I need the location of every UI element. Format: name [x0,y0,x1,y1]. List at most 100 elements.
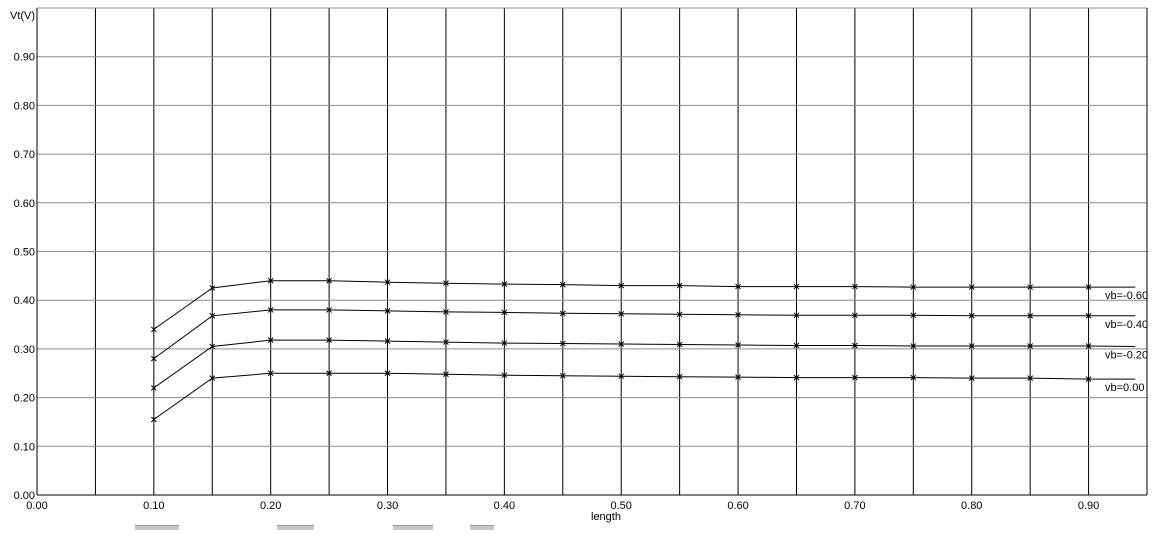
series-line [153,339,1136,389]
series-line [153,280,1136,330]
labels-group: vb=-0.60 vb=-0.40 vb=-0.20 vb=0.00 [1105,290,1148,394]
data-point-marker [501,309,508,316]
data-point-marker [209,375,216,381]
data-point-marker [968,284,975,290]
data-point-marker [559,281,566,288]
data-point-marker [326,370,332,377]
series-label: vb=-0.60 [1105,290,1148,302]
data-point-marker [384,370,391,377]
data-point-marker [793,283,800,290]
data-point-marker [968,312,975,319]
data-point-marker [676,311,683,318]
data-point-marker [968,343,975,349]
data-point-marker [910,284,917,290]
data-point-marker [735,342,741,348]
data-point-marker [267,370,274,377]
data-point-marker [618,310,625,317]
data-point-marker [1085,343,1092,349]
data-point-marker [267,277,274,284]
data-point-marker [384,279,391,286]
data-point-marker [618,341,625,347]
data-point-marker [384,338,391,344]
scroll-segment[interactable] [393,525,433,530]
x-axis-label: length [591,511,621,523]
data-point-marker [1027,312,1034,319]
scroll-segment[interactable] [470,525,494,530]
data-point-marker [150,385,157,391]
x-tick-label: 0.30 [377,500,398,512]
y-tick-label: 0.40 [14,295,35,307]
scroll-segment[interactable] [277,525,314,530]
data-point-marker [676,373,683,380]
data-point-marker [150,355,157,362]
series-group [150,277,1136,423]
data-point-marker [209,312,216,319]
scroll-segment[interactable] [135,525,179,530]
x-tick-label: 0.20 [260,500,281,512]
x-tick-label: 0.10 [143,500,164,512]
y-axis-label: Vt(V) [10,10,35,22]
data-point-marker [267,337,274,343]
bottom-scroll-strip [0,523,1157,530]
series-label: vb=0.00 [1105,382,1144,394]
series-line [153,372,1136,420]
y-tick-label: 0.60 [14,198,35,210]
data-point-marker [559,372,566,379]
data-point-marker [1027,284,1034,290]
data-point-marker [326,307,332,313]
data-point-marker [267,307,274,313]
data-point-marker [1027,375,1034,381]
data-point-marker [559,340,566,347]
y-tick-label: 0.80 [14,100,35,112]
data-point-marker [735,311,741,318]
y-tick-label: 0.90 [14,52,35,64]
data-point-marker [501,372,508,379]
data-point-marker [852,342,858,349]
data-point-marker [910,343,917,349]
series-label: vb=-0.20 [1105,349,1148,361]
series-line [153,309,1136,360]
data-point-marker [910,374,917,381]
data-point-marker [209,343,216,350]
data-point-marker [501,340,508,346]
data-point-marker [793,312,800,319]
data-point-marker [793,374,800,381]
data-point-marker [618,282,625,289]
data-point-marker [150,416,157,423]
data-point-marker [501,281,508,287]
x-tick-label: 0.90 [1078,500,1099,512]
x-tick-label: 0.40 [494,500,515,512]
data-point-marker [326,337,332,343]
x-tick-label: 0.60 [727,500,748,512]
y-tick-label: 0.50 [14,247,35,259]
axes: 0.00 0.10 0.20 0.30 0.40 0.50 0.60 0.70 0.80 0.90… [14,8,1148,512]
data-point-marker [443,371,449,378]
data-point-marker [384,308,391,314]
data-point-marker [150,326,157,333]
data-point-marker [852,283,858,290]
data-point-marker [443,309,449,315]
data-point-marker [910,312,917,319]
grid [37,7,1147,495]
data-point-marker [676,341,683,348]
data-point-marker [1085,284,1092,290]
data-point-marker [852,312,858,319]
series-label: vb=-0.40 [1105,319,1148,331]
data-point-marker [443,280,449,287]
data-point-marker [443,339,449,345]
data-point-marker [326,277,332,284]
data-point-marker [968,375,975,381]
data-point-marker [1085,312,1092,319]
data-point-marker [1027,343,1034,349]
data-point-marker [1085,376,1092,382]
x-tick-label: 0.50 [610,500,631,512]
y-tick-label: 0.10 [14,441,35,453]
data-point-marker [559,310,566,317]
data-point-marker [735,283,741,290]
data-point-marker [209,285,216,291]
data-point-marker [676,282,683,289]
y-tick-label: 0.20 [14,393,35,405]
data-point-marker [793,342,800,349]
y-tick-label: 0.30 [14,344,35,356]
